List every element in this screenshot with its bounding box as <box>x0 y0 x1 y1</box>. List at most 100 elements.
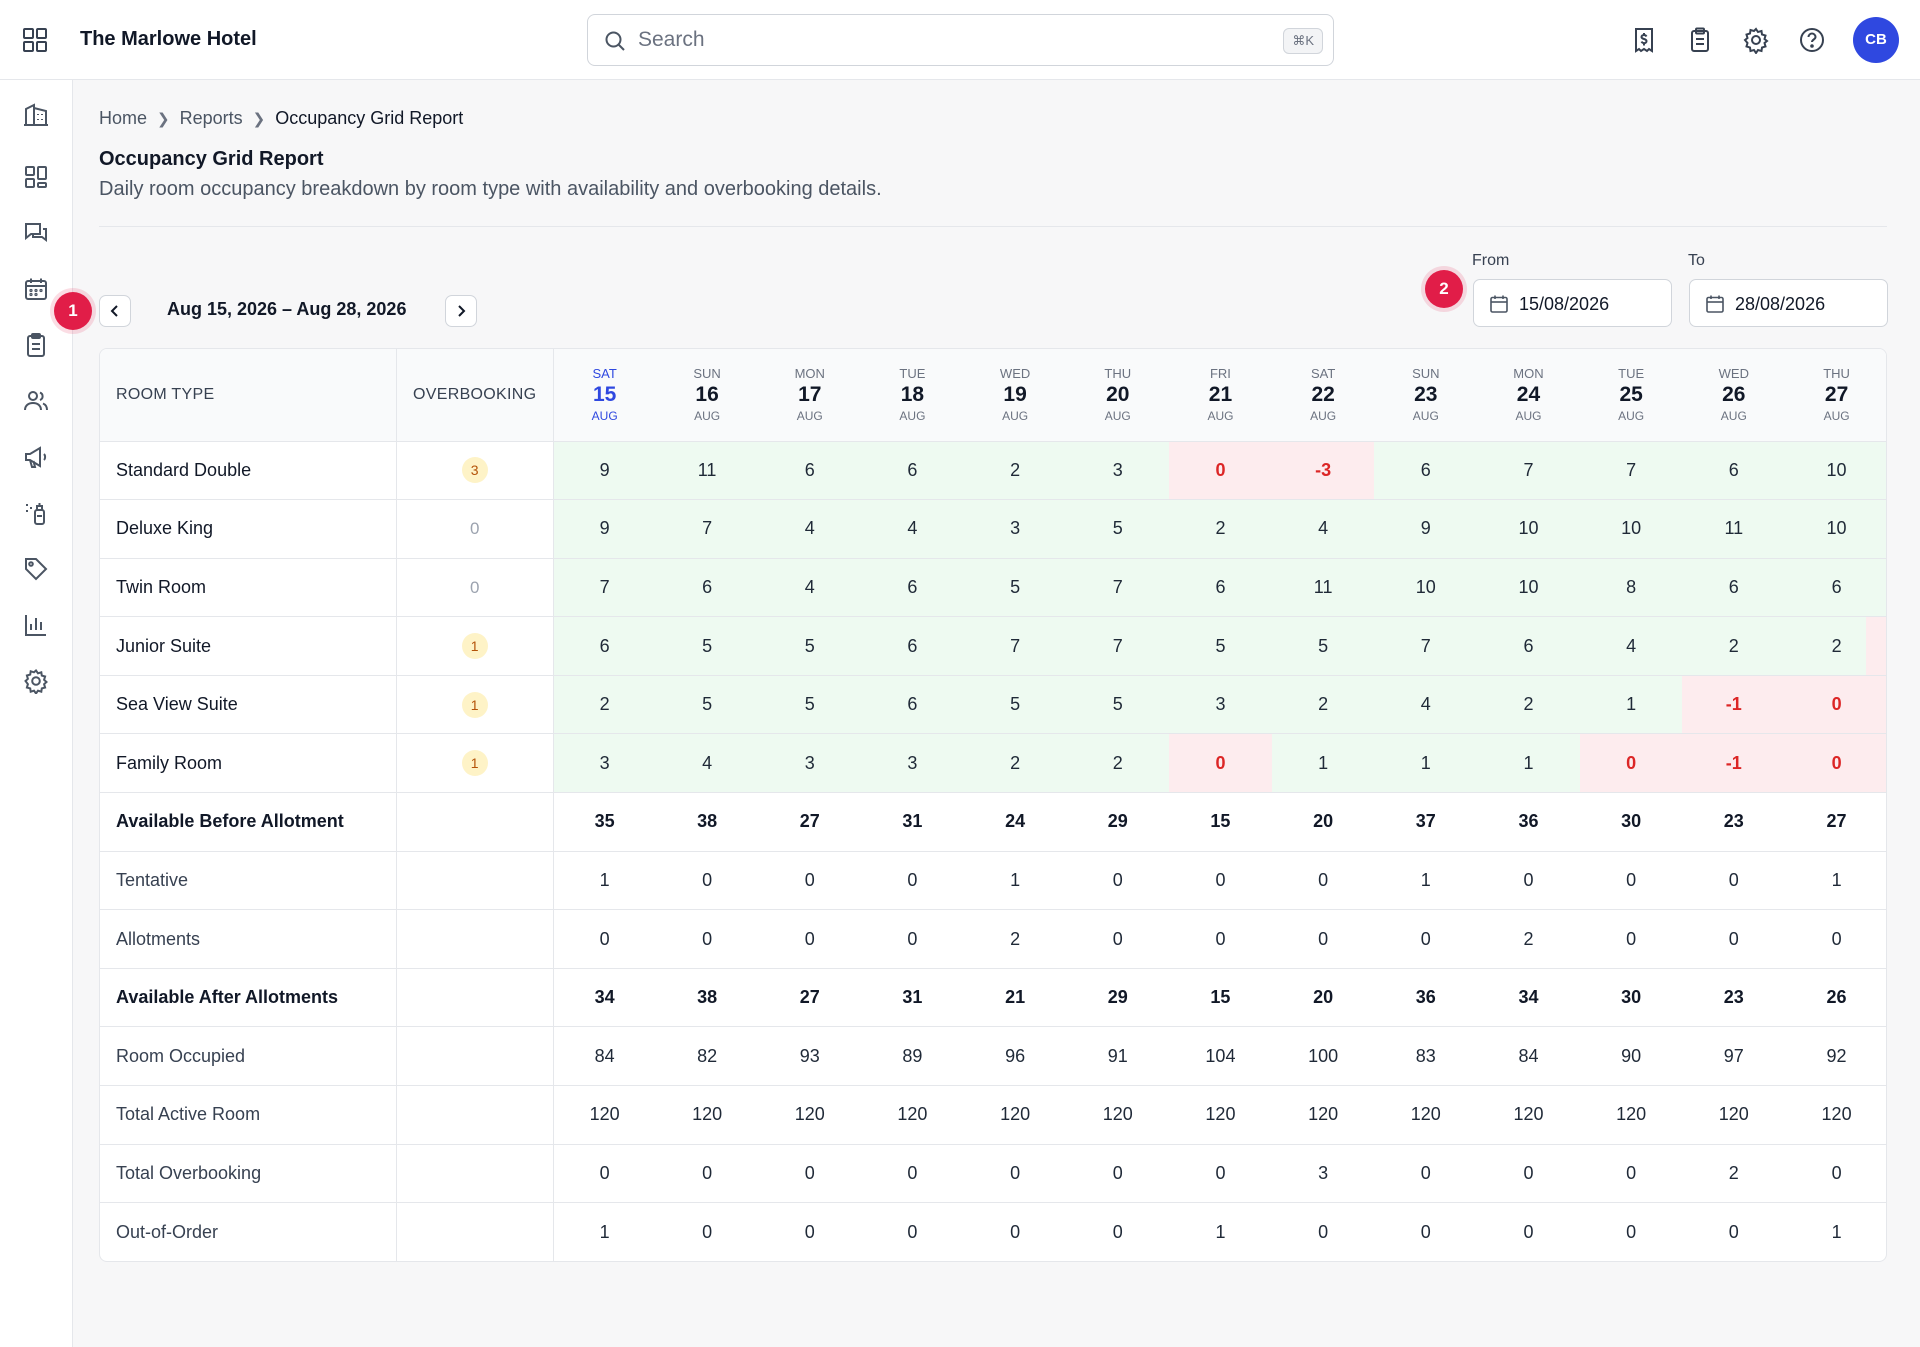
availability-cell: 0 <box>1785 675 1886 735</box>
availability-cell: 7 <box>655 499 759 559</box>
availability-cell: 5 <box>1066 675 1170 735</box>
apps-grid-icon[interactable] <box>22 27 48 53</box>
annotation-marker-1: 1 <box>54 292 92 330</box>
summary-cell: 0 <box>861 851 964 911</box>
availability-cell: 7 <box>1374 616 1478 676</box>
tag-icon[interactable] <box>23 556 49 582</box>
search-box[interactable]: ⌘K <box>587 14 1334 66</box>
dashboard-icon[interactable] <box>23 164 49 190</box>
summary-cell: 0 <box>655 909 759 969</box>
overbooking-badge: 0 <box>469 519 480 539</box>
calendar-icon[interactable] <box>23 276 49 302</box>
day-header-day: 17 <box>798 383 822 407</box>
availability-cell: -1 <box>1682 675 1786 735</box>
availability-cell: 5 <box>758 616 862 676</box>
summary-cell: 0 <box>1010 1221 1021 1242</box>
availability-cell: 6 <box>861 675 964 735</box>
summary-cell: 104 <box>1169 1026 1272 1087</box>
availability-cell: 6 <box>1477 616 1580 676</box>
megaphone-icon[interactable] <box>23 444 49 470</box>
summary-cell: 38 <box>655 792 759 852</box>
summary-row-label: Available Before Allotment <box>100 792 397 852</box>
summary-cell: 0 <box>804 1221 815 1242</box>
breadcrumb-reports[interactable]: Reports <box>179 108 243 128</box>
availability-cell: 9 <box>553 499 656 559</box>
gear-icon[interactable] <box>1742 26 1770 54</box>
day-header: THU 27 AUG <box>1785 349 1886 442</box>
overbooking-badge: 1 <box>461 691 488 718</box>
day-header-mon: AUG <box>796 409 823 424</box>
overbooking-cell-empty <box>396 1202 554 1261</box>
summary-cell: 31 <box>861 968 964 1028</box>
summary-cell: 97 <box>1682 1026 1786 1087</box>
search-input[interactable] <box>638 25 1238 55</box>
user-avatar[interactable]: CB <box>1853 17 1899 63</box>
chevron-right-icon: ❯ <box>157 110 170 128</box>
summary-cell: 0 <box>1169 1144 1272 1204</box>
availability-cell: 11 <box>1271 558 1375 618</box>
overbooking-cell-empty <box>396 851 554 911</box>
availability-cell: 1 <box>1477 733 1580 794</box>
summary-cell: 0 <box>1271 851 1375 911</box>
availability-cell: 6 <box>861 616 964 676</box>
summary-cell: 0 <box>655 1144 759 1204</box>
overbooking-badge: 1 <box>461 750 488 777</box>
summary-row-label: Available After Allotments <box>100 968 397 1028</box>
clipboard-icon[interactable] <box>23 332 49 358</box>
room-type-name: Sea View Suite <box>100 675 397 735</box>
summary-cell: 0 <box>655 851 759 911</box>
cleaning-icon[interactable] <box>23 500 49 526</box>
prev-range-button[interactable] <box>99 295 131 327</box>
summary-cell: 20 <box>1271 968 1375 1028</box>
availability-cell: 2 <box>1477 675 1580 735</box>
overbooking-cell: 1 <box>396 675 554 735</box>
day-header-mon: AUG <box>1823 409 1850 424</box>
overbooking-cell-empty <box>396 1144 554 1204</box>
summary-row-label: Allotments <box>100 909 397 969</box>
summary-cell: 1 <box>599 1221 610 1242</box>
bar-chart-icon[interactable] <box>23 612 49 638</box>
summary-cell: 0 <box>1682 851 1786 911</box>
summary-cell: 37 <box>1374 792 1478 852</box>
clipboard-icon[interactable] <box>1686 26 1714 54</box>
summary-cell: 120 <box>553 1085 656 1145</box>
summary-cell: 0 <box>1066 909 1170 969</box>
header-overbooking: OVERBOOKING <box>396 349 554 442</box>
day-header-dow: TUE <box>899 366 926 382</box>
hotel-name: The Marlowe Hotel <box>80 28 257 50</box>
from-label: From <box>1472 252 1510 269</box>
day-header: SAT 15 AUG <box>553 349 656 442</box>
chat-icon[interactable] <box>23 220 49 246</box>
availability-cell: 2 <box>1066 733 1170 794</box>
page-subtitle: Daily room occupancy breakdown by room t… <box>99 178 882 200</box>
breadcrumb-home[interactable]: Home <box>99 108 148 128</box>
summary-cell: 84 <box>553 1026 656 1087</box>
from-date-input[interactable]: 15/08/2026 <box>1473 279 1672 327</box>
summary-cell: 0 <box>1477 1144 1580 1204</box>
invoice-icon[interactable] <box>1630 26 1658 54</box>
day-header-day: 25 <box>1619 383 1643 407</box>
day-header: MON 24 AUG <box>1477 349 1580 442</box>
to-date-input[interactable]: 28/08/2026 <box>1689 279 1888 327</box>
overbooking-badge: 0 <box>469 577 480 597</box>
building-icon[interactable] <box>23 101 49 127</box>
summary-cell: 2 <box>1682 1144 1786 1204</box>
summary-cell: 27 <box>1785 792 1886 852</box>
users-icon[interactable] <box>23 388 49 414</box>
day-header-day: 20 <box>1106 383 1130 407</box>
date-range-label: Aug 15, 2026 – Aug 28, 2026 <box>167 299 407 319</box>
day-header: TUE 18 AUG <box>861 349 964 442</box>
gear-icon[interactable] <box>23 668 49 694</box>
day-header: THU 20 AUG <box>1066 349 1170 442</box>
day-header-dow: SAT <box>1310 366 1336 382</box>
help-icon[interactable] <box>1798 26 1826 54</box>
day-header: SAT 22 AUG <box>1271 349 1375 442</box>
summary-cell: 0 <box>1374 1144 1478 1204</box>
search-shortcut-hint: ⌘K <box>1283 28 1323 54</box>
availability-cell: 6 <box>553 616 656 676</box>
summary-cell: 0 <box>1169 909 1272 969</box>
availability-cell: 3 <box>963 499 1067 559</box>
availability-cell: 9 <box>1374 499 1478 559</box>
next-range-button[interactable] <box>445 295 477 327</box>
availability-cell: 10 <box>1374 558 1478 618</box>
